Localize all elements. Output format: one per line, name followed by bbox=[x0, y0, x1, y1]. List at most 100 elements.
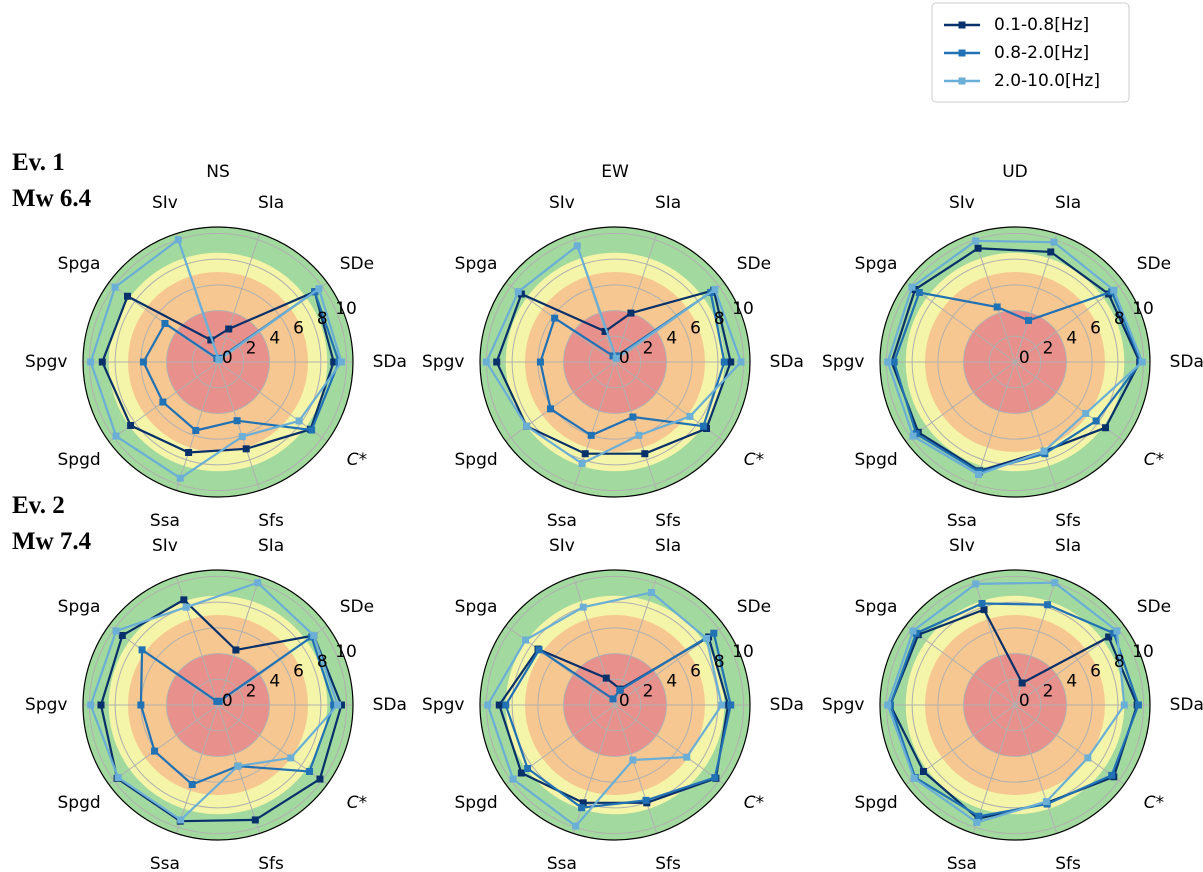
series-marker bbox=[251, 816, 259, 824]
category-label: SIv bbox=[949, 536, 975, 556]
spoke bbox=[905, 625, 1016, 706]
series-marker bbox=[909, 627, 917, 635]
r-tick-label: 0 bbox=[619, 691, 630, 711]
series-marker bbox=[1110, 286, 1118, 294]
series-marker bbox=[1044, 601, 1052, 609]
series-marker bbox=[112, 627, 120, 635]
row-label: Mw 6.4 bbox=[12, 185, 92, 212]
r-tick-label: 8 bbox=[714, 652, 725, 672]
r-tick-label: 4 bbox=[666, 328, 677, 348]
series-marker bbox=[601, 327, 609, 335]
series-marker bbox=[159, 398, 167, 406]
series-marker bbox=[602, 674, 610, 682]
category-label: SDe bbox=[737, 597, 771, 617]
series-marker bbox=[215, 356, 223, 364]
category-label: SIv bbox=[949, 193, 975, 213]
r-tick-label: 8 bbox=[1114, 309, 1125, 329]
category-label: Spgd bbox=[57, 450, 100, 470]
series-marker bbox=[974, 244, 982, 252]
r-tick-label: 0 bbox=[222, 348, 233, 368]
category-label: Sfs bbox=[1055, 511, 1081, 531]
series-marker bbox=[648, 589, 656, 597]
legend-marker bbox=[958, 21, 966, 29]
category-label: Ssa bbox=[547, 854, 577, 872]
category-label: Spgd bbox=[454, 793, 497, 813]
series-marker bbox=[718, 701, 726, 709]
series-marker bbox=[1113, 627, 1121, 635]
legend-label: 0.1-0.8[Hz] bbox=[994, 15, 1089, 35]
r-tick-label: 2 bbox=[643, 681, 654, 701]
spoke bbox=[1014, 704, 1058, 834]
series-marker bbox=[174, 236, 182, 244]
r-tick-label: 4 bbox=[1066, 328, 1077, 348]
radar-panel: SDa SDe SIa SIv Spga Spgv Spgd Ssa Sfs C* 0 2 4 6 8 10 bbox=[422, 536, 804, 872]
series-marker bbox=[884, 358, 892, 366]
series-marker bbox=[711, 285, 719, 293]
category-label: SIa bbox=[655, 193, 681, 213]
category-label: Spga bbox=[58, 597, 101, 617]
series-marker bbox=[138, 646, 146, 654]
spoke bbox=[217, 233, 261, 363]
series-marker bbox=[909, 432, 917, 440]
polar-frame bbox=[879, 226, 1151, 498]
spoke bbox=[614, 576, 658, 706]
series-marker bbox=[524, 764, 532, 772]
category-label: Sfs bbox=[655, 511, 681, 531]
series-marker bbox=[509, 775, 517, 783]
series-marker bbox=[1092, 417, 1100, 425]
series-marker bbox=[295, 417, 303, 425]
series-marker bbox=[112, 432, 120, 440]
legend-box bbox=[931, 2, 1130, 103]
r-tick-label: 8 bbox=[317, 309, 328, 329]
polar-frame bbox=[879, 569, 1151, 841]
r-tick-label: 10 bbox=[732, 299, 754, 319]
category-label: Spga bbox=[855, 597, 898, 617]
series-marker bbox=[579, 799, 587, 807]
series-marker bbox=[517, 769, 525, 777]
spoke bbox=[614, 233, 658, 363]
series-marker bbox=[188, 780, 196, 788]
category-label: SDa bbox=[373, 695, 407, 715]
spoke bbox=[217, 361, 261, 491]
series-marker bbox=[616, 686, 624, 694]
series-marker bbox=[1018, 679, 1026, 687]
series-marker bbox=[1051, 579, 1059, 587]
r-tick-label: 4 bbox=[269, 328, 280, 348]
r-tick-label: 6 bbox=[293, 319, 304, 339]
radar-panel: SDa SDe SIa SIv Spga Spgv Spgd Ssa Sfs C* 0 2 4 6 8 10 E… bbox=[422, 162, 804, 531]
chart-title: EW bbox=[601, 162, 629, 182]
series-marker bbox=[641, 450, 649, 458]
series-marker bbox=[1082, 409, 1090, 417]
r-tick-label: 10 bbox=[1132, 642, 1154, 662]
polar-frame bbox=[82, 569, 354, 841]
series-marker bbox=[972, 580, 980, 588]
series-marker bbox=[232, 646, 240, 654]
category-label: SDa bbox=[1170, 695, 1203, 715]
category-label: Spga bbox=[455, 254, 498, 274]
category-label: C* bbox=[1144, 450, 1164, 470]
r-tick-label: 8 bbox=[317, 652, 328, 672]
series-marker bbox=[972, 237, 980, 245]
category-label: Spgd bbox=[854, 450, 897, 470]
series-marker bbox=[233, 417, 241, 425]
series-marker bbox=[727, 358, 735, 366]
series-marker bbox=[703, 634, 711, 642]
radar-panel: SDa SDe SIa SIv Spga Spgv Spgd Ssa Sfs C* 0 2 4 6 8 10 U… bbox=[822, 162, 1203, 531]
series-marker bbox=[137, 701, 145, 709]
series-marker bbox=[1084, 754, 1092, 762]
series-marker bbox=[315, 285, 323, 293]
category-label: SIv bbox=[152, 536, 178, 556]
series-marker bbox=[192, 426, 200, 434]
series-marker bbox=[111, 283, 119, 291]
series-marker bbox=[254, 579, 262, 587]
series-marker bbox=[1040, 447, 1048, 455]
series-marker bbox=[238, 433, 246, 441]
series-marker bbox=[330, 701, 338, 709]
series-marker bbox=[1050, 238, 1058, 246]
series-marker bbox=[572, 822, 580, 830]
series-marker bbox=[635, 431, 643, 439]
spoke bbox=[614, 361, 658, 491]
radar-panel: SDa SDe SIa SIv Spga Spgv Spgd Ssa Sfs C* 0 2 4 6 8 10 E… bbox=[12, 492, 407, 872]
r-tick-label: 2 bbox=[246, 338, 257, 358]
series-marker bbox=[242, 445, 250, 453]
